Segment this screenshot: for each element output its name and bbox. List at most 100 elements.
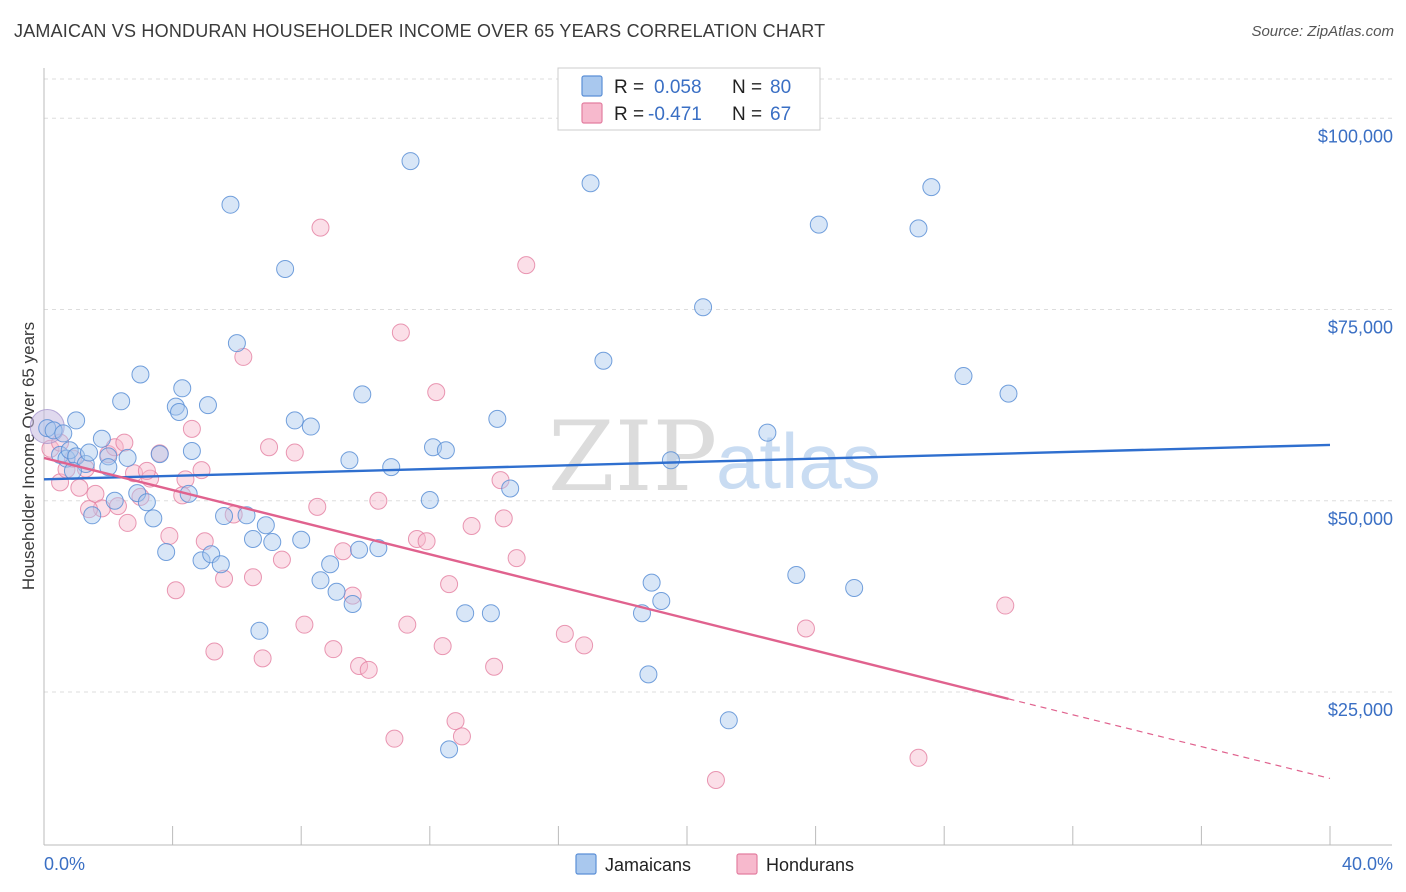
bottom-legend: Jamaicans Hondurans [575, 853, 854, 875]
honduran-point-65 [137, 461, 156, 480]
axes [43, 68, 1392, 846]
x-tick-label-max: 40.0% [1342, 854, 1393, 874]
honduran-point-40 [385, 729, 404, 748]
y-axis-label: Householder Income Over 65 years [19, 322, 38, 590]
y-tick-labels: $25,000 $50,000 $75,000 $100,000 [1318, 126, 1393, 720]
jamaican-point-12 [99, 447, 118, 466]
jamaican-point-64 [639, 665, 658, 684]
chart-source: Source: ZipAtlas.com [1251, 23, 1394, 40]
chart-title: JAMAICAN VS HONDURAN HOUSEHOLDER INCOME … [14, 21, 826, 41]
jamaican-point-38 [263, 533, 282, 552]
y-tick-label-1: $50,000 [1328, 509, 1393, 529]
jamaican-point-37 [256, 516, 275, 535]
jamaican-point-13 [105, 491, 124, 510]
jamaican-point-73 [845, 578, 864, 597]
jamaican-point-66 [652, 591, 671, 610]
jamaican-point-20 [150, 445, 169, 464]
jamaican-point-51 [382, 458, 401, 477]
honduran-point-41 [391, 323, 410, 342]
x-tick-labels: 0.0% 40.0% [44, 854, 1393, 874]
x-tick-label-min: 0.0% [44, 854, 85, 874]
honduran-point-11 [115, 433, 134, 452]
honduran-point-45 [427, 383, 446, 402]
y-tick-label-2: $75,000 [1328, 318, 1393, 338]
honduran-point-59 [796, 619, 815, 638]
honduran-point-39 [369, 491, 388, 510]
jamaican-points [29, 152, 1018, 759]
gridlines [44, 78, 1392, 693]
jamaican-point-52 [401, 152, 420, 171]
honduran-point-27 [253, 649, 272, 668]
honduran-point-30 [285, 443, 304, 462]
bottom-legend-swatch-hondurans [736, 853, 758, 875]
honduran-point-35 [333, 542, 352, 561]
honduran-point-48 [446, 712, 465, 731]
honduran-point-54 [507, 549, 526, 568]
honduran-point-4 [70, 478, 89, 497]
jamaican-point-43 [311, 571, 330, 590]
jamaican-point-72 [809, 215, 828, 234]
jamaican-point-49 [353, 385, 372, 404]
honduran-point-22 [205, 642, 224, 661]
y-tick-label-0: $25,000 [1328, 700, 1393, 720]
legend-r-label-jamaicans: R = [614, 77, 644, 98]
honduran-point-47 [440, 575, 459, 594]
bottom-legend-label-hondurans: Hondurans [766, 855, 854, 875]
honduran-point-49 [452, 727, 471, 746]
jamaican-point-46 [340, 451, 359, 470]
jamaican-point-34 [237, 506, 256, 525]
honduran-point-33 [311, 218, 330, 237]
jamaican-point-22 [166, 397, 185, 416]
jamaican-point-69 [719, 711, 738, 730]
jamaican-point-71 [787, 565, 806, 584]
jamaican-point-32 [221, 195, 240, 214]
honduran-point-10 [108, 497, 127, 516]
jamaican-point-40 [285, 411, 304, 430]
honduran-point-58 [706, 770, 725, 789]
honduran-point-57 [575, 636, 594, 655]
honduran-points [41, 218, 1015, 789]
honduran-point-44 [417, 532, 436, 551]
jamaican-point-53 [420, 490, 439, 509]
jamaican-point-41 [292, 530, 311, 549]
legend-n-value-jamaicans: 80 [770, 77, 791, 98]
jamaican-point-14 [112, 392, 131, 411]
jamaican-point-50 [369, 539, 388, 558]
jamaican-point-11 [92, 429, 111, 448]
jamaican-point-3 [54, 424, 73, 443]
honduran-point-46 [433, 637, 452, 656]
honduran-trend-line [43, 456, 1009, 701]
jamaican-point-17 [131, 365, 150, 384]
jamaican-point-10 [83, 506, 102, 525]
jamaican-point-23 [170, 403, 189, 422]
honduran-point-18 [176, 470, 195, 489]
jamaican-point-21 [157, 543, 176, 562]
honduran-point-23 [215, 569, 234, 588]
honduran-point-31 [295, 615, 314, 634]
jamaican-point-55 [436, 441, 455, 460]
jamaican-point-39 [276, 259, 295, 278]
watermark-zip: ZIP [548, 401, 717, 513]
jamaican-point-29 [202, 545, 221, 564]
honduran-point-55 [517, 256, 536, 275]
honduran-point-64 [118, 513, 137, 532]
honduran-point-56 [555, 624, 574, 643]
honduran-point-38 [359, 660, 378, 679]
legend-r-value-hondurans: -0.471 [648, 104, 702, 125]
jamaican-point-1 [44, 421, 63, 440]
legend-swatch-hondurans [581, 102, 603, 124]
jamaican-point-27 [192, 551, 211, 570]
jamaican-point-62 [594, 351, 613, 370]
honduran-point-34 [324, 640, 343, 659]
top-legend: R = 0.058 N = 80 R = -0.471 N = 67 [557, 67, 821, 131]
trend-lines [43, 443, 1331, 780]
legend-r-value-jamaicans: 0.058 [654, 77, 702, 98]
jamaican-point-76 [954, 367, 973, 386]
jamaican-point-16 [128, 484, 147, 503]
jamaican-point-79 [99, 458, 118, 477]
jamaican-point-61 [581, 174, 600, 193]
jamaican-point-19 [144, 509, 163, 528]
jamaican-point-74 [909, 219, 928, 238]
jamaican-point-33 [227, 334, 246, 353]
jamaican-point-45 [327, 582, 346, 601]
